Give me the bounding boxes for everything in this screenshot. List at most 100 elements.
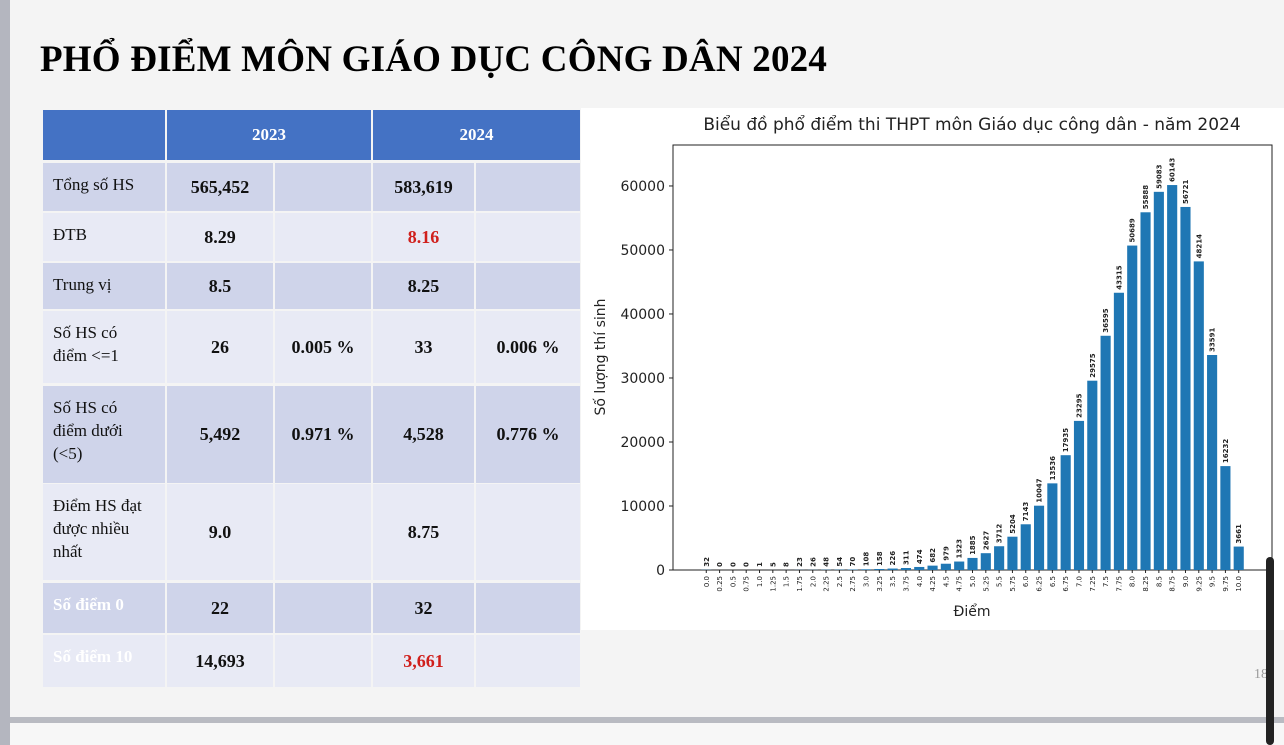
x-tick-label: 5.25	[982, 576, 990, 592]
table-cell	[476, 484, 580, 580]
table-cell: 33	[373, 311, 474, 383]
value-label: 55888	[1142, 185, 1150, 209]
x-tick-label: 2.75	[849, 576, 857, 592]
scrollbar[interactable]	[1266, 557, 1274, 745]
row-label: Trung vị	[43, 263, 165, 309]
header-cell	[43, 110, 165, 160]
bar	[1167, 185, 1178, 570]
x-tick-label: 6.75	[1062, 576, 1070, 592]
bar	[967, 557, 978, 570]
value-label: 60143	[1169, 158, 1177, 182]
bar	[1140, 212, 1151, 570]
x-tick-label: 5.0	[969, 576, 977, 587]
x-tick-label: 6.0	[1022, 576, 1030, 587]
x-tick-label: 0.0	[703, 576, 711, 587]
table-cell: 8.16	[373, 213, 474, 261]
value-label: 17935	[1062, 428, 1070, 452]
value-label: 979	[942, 546, 950, 561]
value-label: 1323	[956, 539, 964, 559]
bar	[1087, 380, 1098, 570]
x-tick-label: 2.5	[836, 576, 844, 587]
y-tick-label: 20000	[620, 435, 665, 451]
x-tick-label: 1.0	[756, 576, 764, 587]
x-tick-label: 7.0	[1075, 576, 1083, 587]
bar	[1207, 354, 1218, 570]
x-tick-label: 5.5	[996, 576, 1004, 587]
value-label: 33591	[1209, 328, 1217, 352]
value-label: 108	[863, 552, 871, 567]
value-label: 1885	[969, 535, 977, 555]
value-label: 23	[796, 557, 804, 567]
table-cell: 32	[373, 583, 474, 633]
x-tick-label: 7.75	[1115, 576, 1123, 592]
bar	[874, 568, 885, 570]
value-label: 474	[916, 549, 924, 564]
value-label: 13536	[1049, 456, 1057, 480]
value-label: 2627	[982, 531, 990, 551]
table-cell: 8.29	[167, 213, 273, 261]
bar	[927, 565, 938, 570]
value-label: 23295	[1075, 393, 1083, 417]
y-tick-label: 30000	[620, 371, 665, 387]
page-number: 18	[1254, 667, 1268, 682]
value-label: 43315	[1115, 265, 1123, 289]
table-cell: 9.0	[167, 484, 273, 580]
value-label: 10047	[1036, 478, 1044, 502]
x-tick-label: 7.5	[1102, 576, 1110, 587]
value-label: 226	[889, 551, 897, 566]
x-tick-label: 0.25	[716, 576, 724, 592]
bar	[994, 546, 1005, 570]
value-label: 50689	[1129, 218, 1137, 242]
bar	[1007, 536, 1018, 570]
table-cell	[476, 583, 580, 633]
x-tick-label: 1.25	[769, 576, 777, 592]
table-cell: 8.5	[167, 263, 273, 309]
x-tick-label: 10.0	[1235, 576, 1243, 592]
value-label: 0	[716, 562, 724, 567]
x-tick-label: 2.0	[809, 576, 817, 587]
y-tick-label: 10000	[620, 499, 665, 515]
x-tick-label: 8.0	[1129, 576, 1137, 587]
x-tick-label: 1.5	[783, 576, 791, 587]
value-label: 7143	[1022, 502, 1030, 522]
table-cell: 26	[167, 311, 273, 383]
bar	[887, 568, 898, 570]
bottom-band	[10, 717, 1284, 723]
value-label: 311	[902, 550, 910, 565]
value-label: 36595	[1102, 308, 1110, 332]
y-axis-title: Số lượng thí sinh	[592, 298, 609, 415]
bottom-area	[10, 723, 1284, 745]
x-tick-label: 5.75	[1009, 576, 1017, 592]
value-label: 16232	[1222, 439, 1230, 463]
value-label: 29575	[1089, 353, 1097, 377]
bar	[1233, 546, 1244, 570]
value-label: 3661	[1235, 524, 1243, 544]
y-tick-label: 60000	[620, 179, 665, 195]
x-tick-label: 4.5	[942, 576, 950, 587]
x-tick-label: 0.5	[729, 576, 737, 587]
value-label: 59083	[1155, 164, 1163, 188]
x-tick-label: 9.25	[1195, 576, 1203, 592]
x-tick-label: 0.75	[743, 576, 751, 592]
x-tick-label: 8.25	[1142, 576, 1150, 592]
table-cell	[275, 484, 371, 580]
table-cell: 22	[167, 583, 273, 633]
bar	[1020, 524, 1031, 570]
row-label: Số điểm 10	[43, 635, 165, 687]
value-label: 158	[876, 551, 884, 566]
value-label: 70	[849, 557, 857, 567]
x-tick-label: 8.5	[1155, 576, 1163, 587]
value-label: 0	[729, 562, 737, 567]
row-label: Tổng số HS	[43, 163, 165, 211]
y-tick-label: 50000	[620, 243, 665, 259]
x-tick-label: 9.5	[1209, 576, 1217, 587]
x-tick-label: 8.75	[1169, 576, 1177, 592]
bar	[1060, 455, 1071, 570]
x-tick-label: 3.0	[863, 576, 871, 587]
bar	[1193, 261, 1204, 570]
bar	[1180, 206, 1191, 571]
bar	[860, 569, 872, 570]
x-tick-label: 9.0	[1182, 576, 1190, 587]
x-tick-label: 1.75	[796, 576, 804, 592]
table-cell: 0.776 %	[476, 386, 580, 483]
